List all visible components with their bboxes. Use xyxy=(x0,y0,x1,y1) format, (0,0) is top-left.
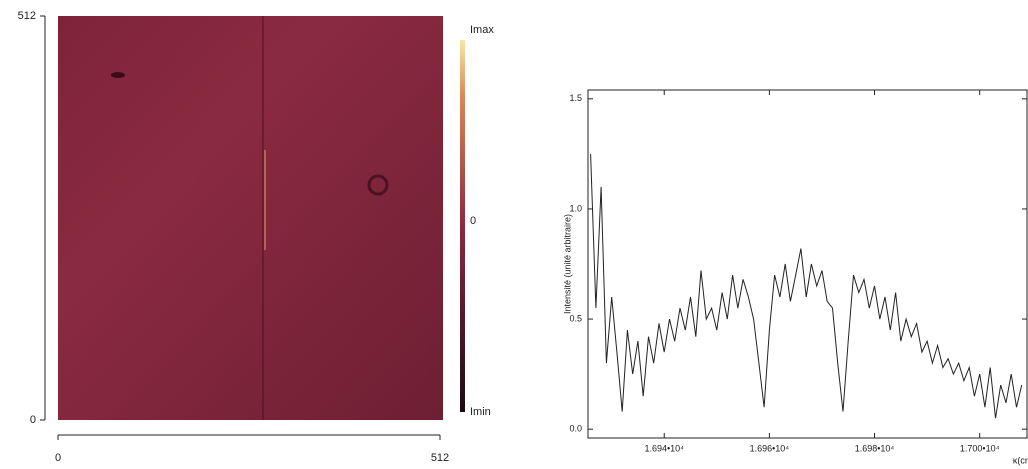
x-tick-label: 1.698•10⁴ xyxy=(855,443,895,453)
spectrum-line xyxy=(590,153,1023,419)
x-tick-label: 0 xyxy=(55,452,61,464)
y-tick-label: 1.0 xyxy=(569,203,582,213)
plot-frame xyxy=(587,89,1028,439)
x-tick-label: 1.700•10⁴ xyxy=(960,443,1000,453)
y-axis-title: Intensité (unité arbitraire) xyxy=(562,214,572,314)
y-tick-label: 512 xyxy=(18,10,36,22)
y-tick-label: 0.0 xyxy=(569,424,582,434)
image-artifact xyxy=(367,174,389,196)
colorbar xyxy=(460,40,465,412)
x-tick-label: 1.696•10⁴ xyxy=(750,443,790,453)
image xyxy=(58,16,443,420)
y-tick-label: 0.5 xyxy=(569,313,582,323)
colorbar-label: Imax xyxy=(470,24,494,36)
x-tick-label: 1.694•10⁴ xyxy=(644,443,684,453)
x-axis-title: κ(cm⁻¹) xyxy=(1013,455,1028,465)
y-tick-label: 1.5 xyxy=(569,93,582,103)
colorbar-label: Imin xyxy=(470,406,491,418)
image-artifact xyxy=(111,72,125,78)
x-tick-label: 512 xyxy=(431,452,449,464)
colorbar-label: 0 xyxy=(470,215,476,227)
y-tick-label: 0 xyxy=(30,414,36,426)
